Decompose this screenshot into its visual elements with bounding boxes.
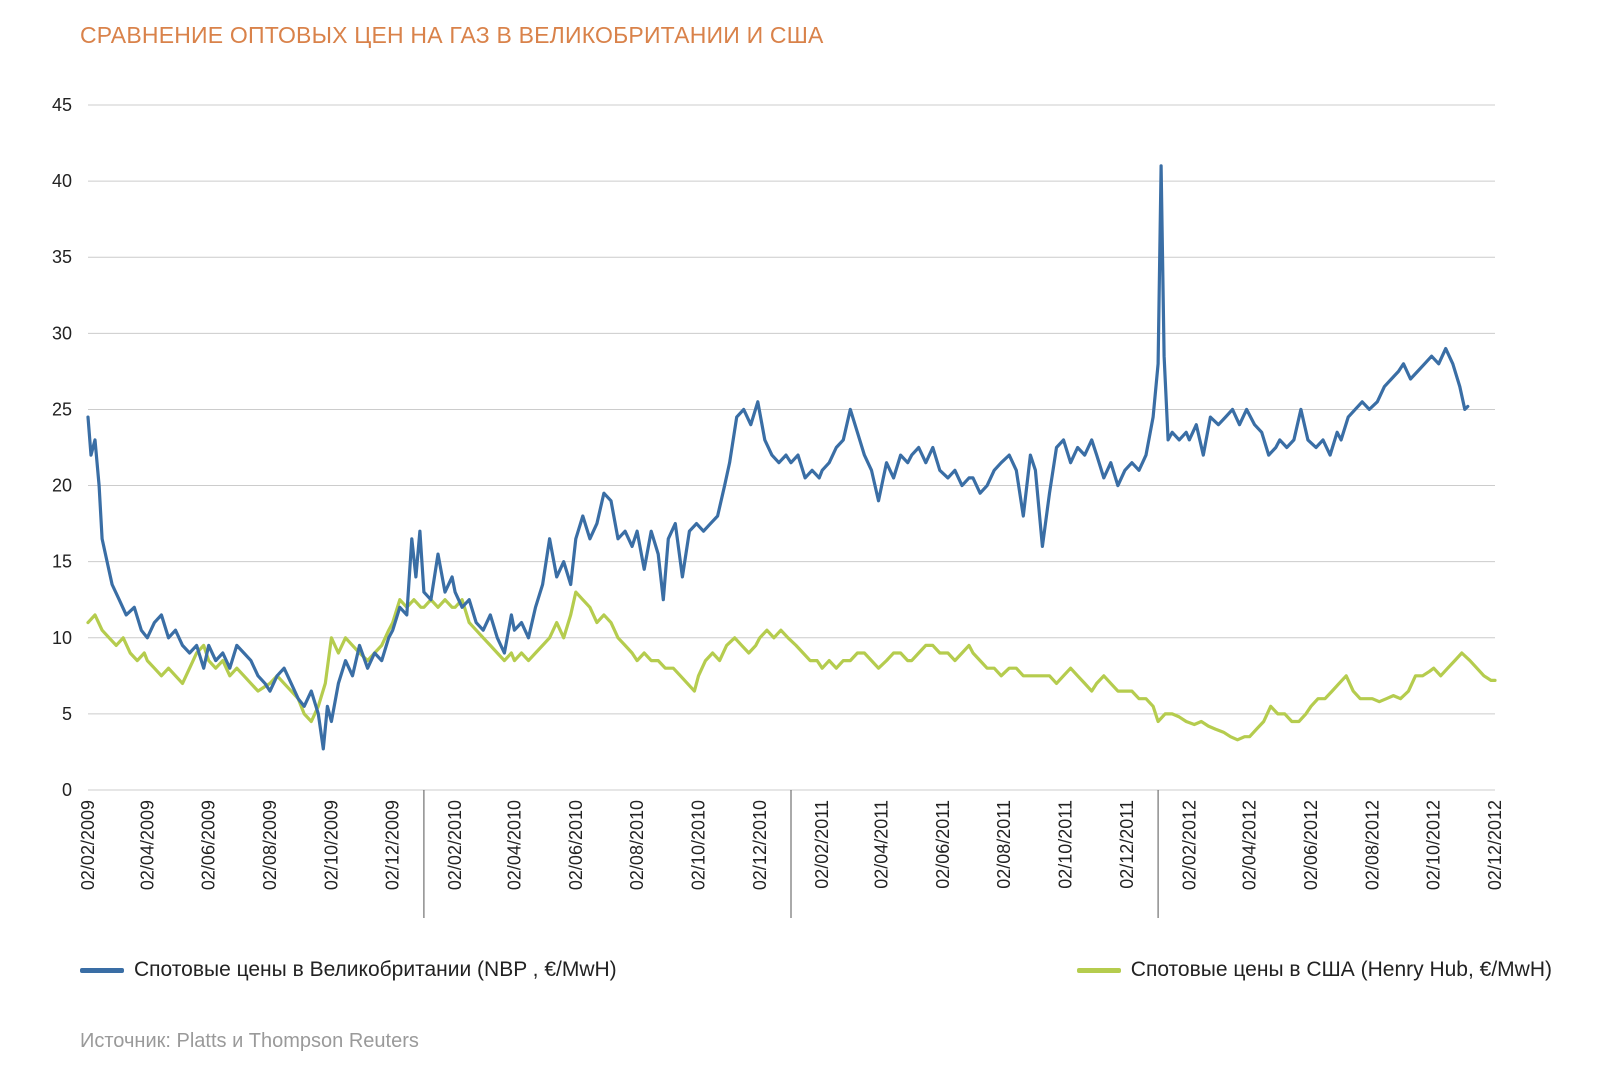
y-tick-label: 0	[62, 780, 72, 800]
legend-item-us: Спотовые цены в США (Henry Hub, €/MwH)	[1076, 955, 1552, 985]
x-tick-label: 02/10/2012	[1424, 800, 1444, 890]
y-tick-label: 40	[52, 171, 72, 191]
x-tick-label: 02/06/2012	[1301, 800, 1321, 890]
x-tick-label: 02/04/2010	[504, 800, 524, 890]
legend-label-uk: Спотовые цены в Великобритании (NBP , €/…	[134, 958, 617, 981]
y-tick-label: 15	[52, 552, 72, 572]
x-tick-label: 02/02/2009	[78, 800, 98, 890]
x-tick-label: 02/08/2012	[1362, 800, 1382, 890]
x-tick-label: 02/02/2012	[1179, 800, 1199, 890]
x-tick-label: 02/12/2011	[1117, 800, 1137, 889]
grid-lines	[88, 104, 1495, 918]
y-tick-label: 10	[52, 628, 72, 648]
y-tick-label: 20	[52, 476, 72, 496]
x-tick-label: 02/08/2011	[994, 800, 1014, 889]
x-tick-label: 02/12/2009	[383, 800, 403, 890]
x-axis-ticks: 02/02/2009 02/04/2009 02/06/2009 02/08/2009…	[78, 800, 1505, 890]
series-lines	[86, 164, 1497, 751]
x-tick-label: 02/02/2011	[812, 800, 832, 889]
y-axis-ticks: 0 5 10 15 20 25 30 35 40 45	[52, 95, 72, 800]
x-tick-label: 02/08/2009	[260, 800, 280, 890]
chart-title: СРАВНЕНИЕ ОПТОВЫХ ЦЕН НА ГАЗ В ВЕЛИКОБРИ…	[80, 22, 824, 48]
y-tick-label: 35	[52, 247, 72, 267]
x-tick-label: 02/06/2009	[199, 800, 219, 890]
x-tick-label: 02/02/2010	[445, 800, 465, 890]
y-tick-label: 25	[52, 399, 72, 419]
x-tick-label: 02/10/2009	[321, 800, 341, 890]
series-line-uk	[86, 164, 1470, 751]
x-tick-label: 02/04/2012	[1240, 800, 1260, 890]
legend-item-uk: Спотовые цены в Великобритании (NBP , €/…	[80, 955, 617, 985]
x-tick-label: 02/12/2010	[750, 800, 770, 890]
x-tick-label: 02/10/2010	[688, 800, 708, 890]
y-tick-label: 5	[62, 704, 72, 724]
legend-swatch-us	[1076, 967, 1121, 973]
y-tick-label: 30	[52, 323, 72, 343]
x-tick-label: 02/08/2010	[627, 800, 647, 890]
x-tick-label: 02/12/2012	[1485, 800, 1505, 890]
x-tick-label: 02/06/2011	[933, 800, 953, 889]
legend-label-us: Спотовые цены в США (Henry Hub, €/MwH)	[1130, 958, 1552, 981]
legend-swatch-uk	[80, 967, 124, 973]
source-note: Источник: Platts и Thompson Reuters	[80, 1030, 419, 1052]
y-tick-label: 45	[52, 95, 72, 115]
x-tick-label: 02/04/2011	[872, 800, 892, 889]
x-tick-label: 02/10/2011	[1056, 800, 1076, 889]
series-line-us	[86, 590, 1497, 742]
x-tick-label: 02/04/2009	[137, 800, 157, 890]
x-tick-label: 02/06/2010	[566, 800, 586, 890]
